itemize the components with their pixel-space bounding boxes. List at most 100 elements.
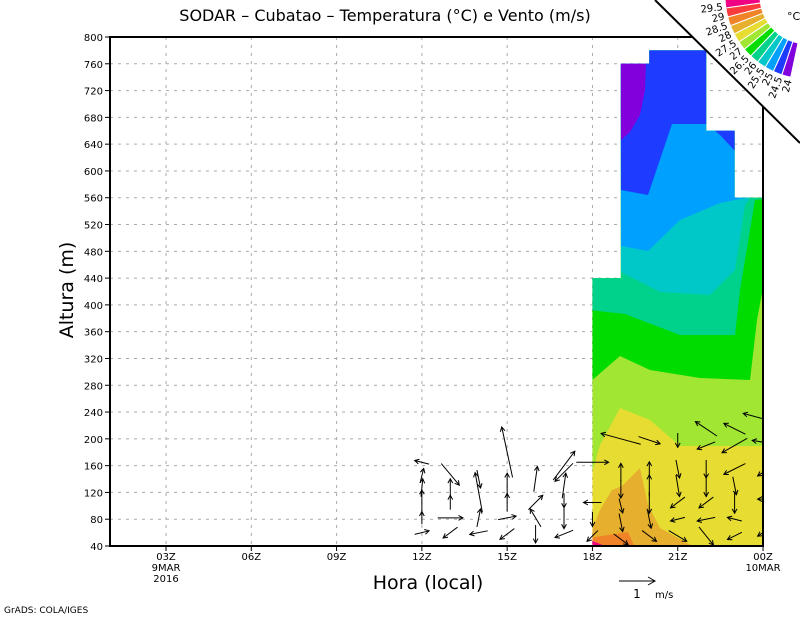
wind-arrow [419, 488, 425, 516]
wind-arrow [447, 477, 454, 497]
wind-arrow [413, 458, 430, 465]
wind-arrow [703, 459, 710, 480]
x-tick-label: 18Z [583, 552, 603, 563]
y-tick-label: 640 [84, 140, 103, 151]
wind-reference-arrow [619, 576, 657, 586]
wind-arrow [722, 422, 746, 435]
wind-arrow [561, 493, 567, 509]
wind-arrow [732, 476, 739, 496]
wind-arrow [613, 533, 629, 546]
colorbar-label: 25 [761, 71, 776, 87]
wind-arrow [499, 528, 515, 540]
x-tick-label: 00Z [753, 552, 773, 563]
x-tick-sub1: 10MAR [745, 563, 780, 574]
wind-arrow [414, 529, 431, 535]
wind-arrow [756, 471, 763, 477]
wind-arrow [638, 436, 662, 446]
wind-arrow [726, 531, 743, 541]
colorbar-label: 29.5 [700, 2, 723, 16]
y-tick-label: 240 [84, 408, 103, 419]
wind-arrow [532, 524, 539, 544]
plot-frame [109, 36, 764, 547]
y-tick-label: 360 [84, 328, 103, 339]
wind-arrow [554, 462, 574, 483]
contour-band [620, 60, 646, 140]
y-axis-title: Altura (m) [56, 242, 78, 339]
wind-arrow [669, 516, 686, 523]
y-tick-label: 400 [84, 301, 103, 312]
temperature-contours [592, 50, 764, 546]
wind-arrow [476, 507, 483, 527]
wind-arrow [618, 480, 624, 500]
wind-arrow [721, 437, 748, 454]
wind-arrow [731, 491, 738, 515]
y-tick-label: 440 [84, 274, 103, 285]
wind-arrow [756, 531, 763, 537]
wind-arrow [647, 510, 654, 530]
y-tick-label: 480 [84, 247, 103, 258]
x-tick-label: 03Z [156, 552, 176, 563]
chart-title: SODAR – Cubatao – Temperatura (°C) e Ven… [179, 6, 590, 25]
wind-arrow [618, 462, 624, 482]
wind-arrow [600, 431, 641, 445]
y-axis: 40 80 120 160 200 240 280 320 360 400 440 480 520 560… [84, 33, 110, 553]
colorbar-label: 24 [781, 79, 795, 94]
y-tick-label: 760 [84, 60, 103, 71]
wind-arrow [696, 441, 716, 451]
y-tick-label: 520 [84, 221, 103, 232]
colorbar-divider [654, 0, 800, 144]
wind-arrow [694, 421, 718, 437]
x-tick-label: 12Z [412, 552, 432, 563]
wind-arrow [742, 411, 763, 420]
y-tick-label: 160 [84, 462, 103, 473]
wind-arrow [498, 514, 518, 521]
wind-arrow [561, 472, 569, 499]
wind-arrow [440, 463, 460, 486]
wind-arrow [675, 459, 682, 480]
colorbar-label: 29 [711, 12, 726, 26]
x-axis-title: Hora (local) [373, 572, 484, 594]
wind-arrow [668, 530, 688, 542]
wind-arrow [674, 432, 681, 449]
wind-arrow [529, 507, 542, 528]
wind-arrow [669, 496, 686, 509]
y-tick-label: 40 [90, 542, 103, 553]
colorbar-unit: °C [787, 10, 800, 23]
wind-arrow [751, 438, 763, 444]
x-tick-label: 21Z [668, 552, 688, 563]
y-tick-label: 800 [84, 33, 103, 44]
wind-arrow [437, 515, 464, 521]
wind-arrow [528, 494, 544, 511]
x-tick-sub1: 9MAR [152, 563, 181, 574]
wind-arrow [504, 472, 510, 499]
wind-arrow [618, 498, 625, 515]
wind-arrow [473, 471, 483, 513]
wind-arrow [698, 526, 715, 546]
y-tick-label: 600 [84, 167, 103, 178]
x-tick-label: 06Z [242, 552, 262, 563]
wind-arrow [554, 529, 574, 539]
wind-arrow [552, 450, 576, 481]
wind-reference-unit: m/s [655, 590, 673, 601]
y-tick-label: 280 [84, 381, 103, 392]
wind-arrow [586, 530, 599, 543]
y-tick-label: 560 [84, 194, 103, 205]
x-tick-label: 15Z [497, 552, 517, 563]
colorbar-label: 28 [717, 30, 733, 45]
wind-arrow [589, 512, 596, 528]
wind-arrow [646, 460, 653, 477]
wind-arrow [442, 526, 458, 539]
wind-arrow [576, 459, 610, 466]
wind-arrow [696, 516, 716, 523]
wind-arrow [641, 530, 658, 542]
wind-arrow [533, 465, 540, 492]
wind-arrow [756, 496, 763, 502]
wind-arrow [447, 494, 454, 510]
y-tick-label: 720 [84, 87, 103, 98]
wind-arrow [726, 515, 742, 522]
y-tick-label: 680 [84, 113, 103, 124]
wind-vectors [413, 411, 763, 546]
